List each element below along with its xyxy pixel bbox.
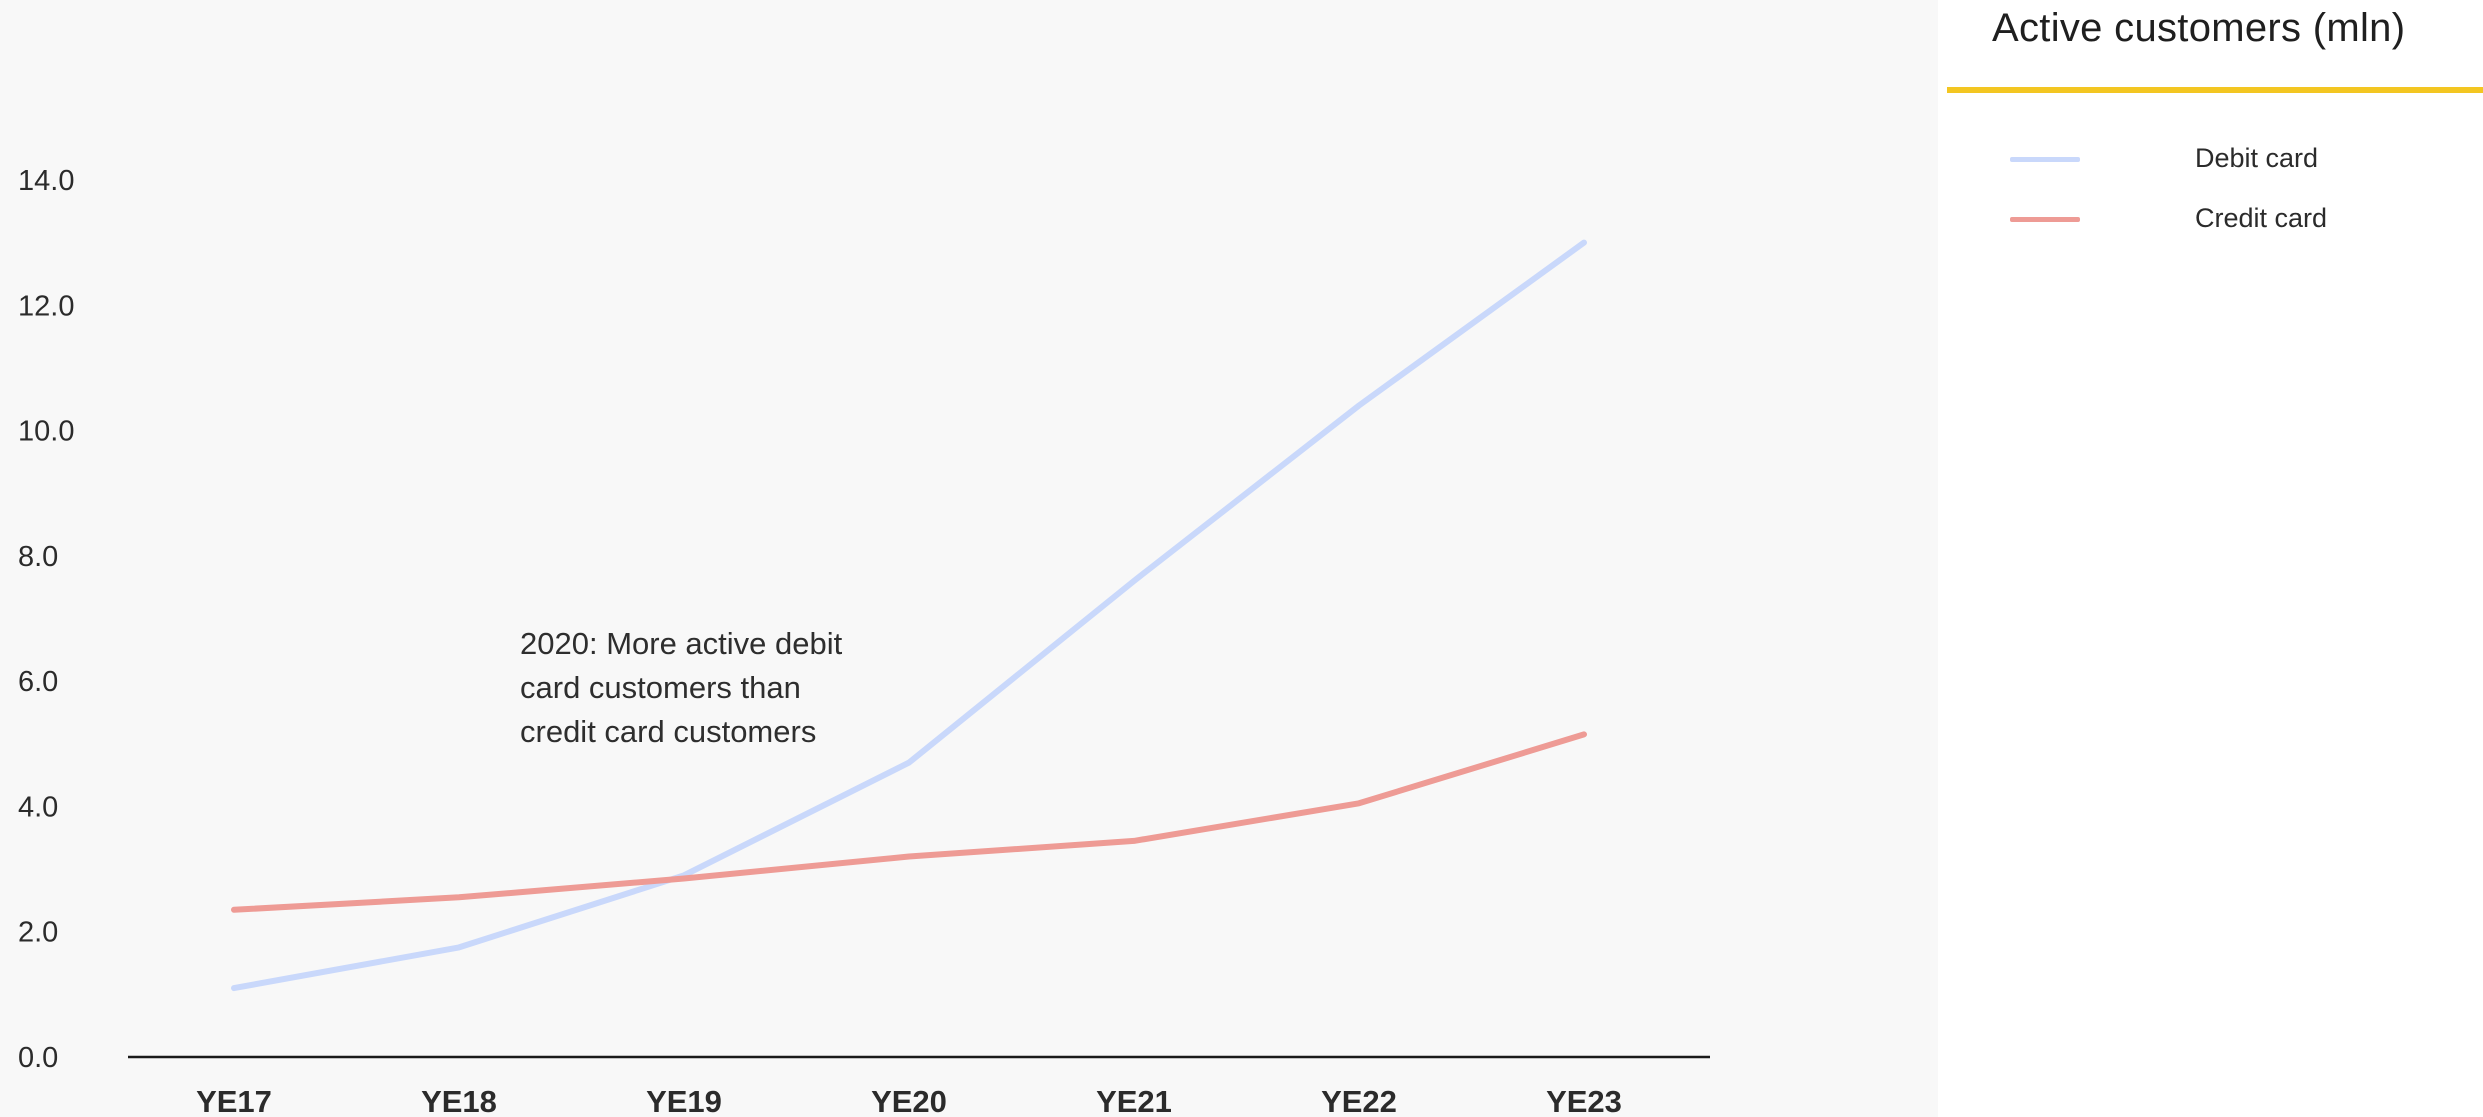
y-tick-label: 10.0 [18,416,74,448]
x-tick-label: YE18 [421,1084,497,1117]
x-tick-label: YE21 [1096,1084,1172,1117]
plot-area: 0.0 2.0 4.0 6.0 8.0 10.0 12.0 14.0 YE17 YE18 YE19… [18,165,1710,1117]
y-tick-label: 6.0 [18,666,58,698]
series-lines [231,239,1587,992]
x-tick-label: YE23 [1546,1084,1622,1117]
y-tick-label: 4.0 [18,791,58,823]
y-tick-label: 14.0 [18,165,74,197]
y-tick-label: 0.0 [18,1042,58,1074]
x-tick-label: YE17 [196,1084,272,1117]
legend-panel: Active customers (mln) Debit card Credit… [1938,0,2483,1117]
y-tick-label: 2.0 [18,917,58,949]
legend-label-debit-card: Debit card [2195,143,2319,173]
legend-label-credit-card: Credit card [2195,203,2328,233]
x-axis: YE17 YE18 YE19 YE20 YE21 YE22 YE23 [196,1084,1622,1117]
line-chart: 0.0 2.0 4.0 6.0 8.0 10.0 12.0 14.0 YE17 YE18 YE19… [18,165,1710,1117]
y-axis: 0.0 2.0 4.0 6.0 8.0 10.0 12.0 14.0 [18,165,74,1074]
x-tick-label: YE22 [1321,1084,1397,1117]
legend-swatch-credit-card [2010,217,2080,222]
chart-annotation: 2020: More active debit card customers t… [520,626,843,749]
legend-swatch-debit-card [2010,157,2080,162]
y-tick-label: 12.0 [18,290,74,322]
title-underline [1947,87,2483,93]
series-line-credit-card [231,731,1587,913]
y-tick-label: 8.0 [18,541,58,573]
chart-title: Active customers (mln) [1992,6,2406,50]
legend-item-credit-card: Credit card [2010,199,2430,239]
x-tick-label: YE19 [646,1084,722,1117]
legend-item-debit-card: Debit card [2010,139,2430,179]
x-tick-label: YE20 [871,1084,947,1117]
series-line-debit-card [231,239,1587,992]
